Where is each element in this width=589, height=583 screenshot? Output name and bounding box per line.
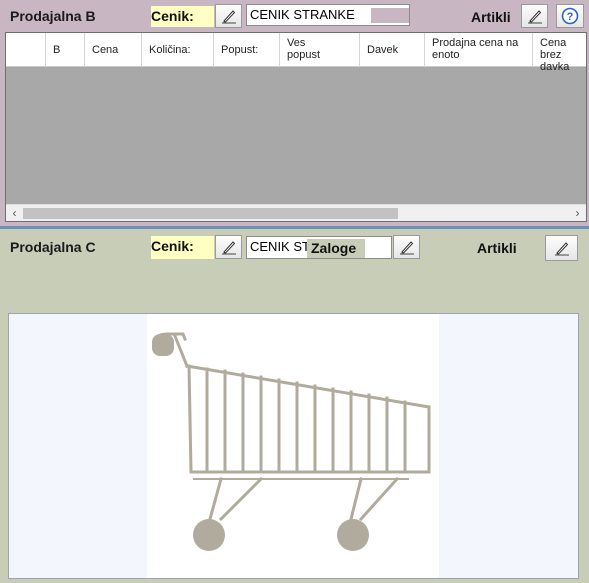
pencil-icon — [221, 10, 236, 24]
grid-col-header-0[interactable] — [6, 33, 46, 67]
pencil-icon — [399, 241, 414, 255]
panel-b-cenik-input[interactable]: CENIK STRANKE — [246, 4, 410, 26]
panel-c-zaloge-label: Zaloge — [307, 239, 365, 258]
scroll-left-arrow-icon[interactable]: ‹ — [12, 206, 17, 220]
scroll-right-arrow-icon[interactable]: › — [575, 206, 580, 220]
panel-b-items-grid[interactable]: B Cena Količina: Popust: Ves popust Dave… — [5, 32, 587, 222]
panel-b-cenik-label: Cenik: — [151, 6, 214, 27]
svg-text:?: ? — [567, 11, 574, 23]
panel-prodajalna-b: Prodajalna B Cenik: CENIK STRANKE Artikl… — [0, 0, 589, 229]
panel-c-artikli-label: Artikli — [477, 240, 517, 256]
panel-b-cenik-selection — [371, 8, 409, 23]
cart-image — [147, 314, 439, 578]
shopping-cart-icon — [152, 332, 431, 551]
panel-b-help-button[interactable]: ? — [556, 4, 584, 28]
panel-c-cenik-value: CENIK ST — [250, 239, 310, 254]
help-icon: ? — [561, 7, 579, 25]
grid-col-header-cena-brez-davka[interactable]: Cena brez davka — [540, 37, 570, 73]
panel-b-cenik-edit-button[interactable] — [215, 4, 242, 28]
pencil-icon — [527, 10, 542, 24]
panel-c-title: Prodajalna C — [10, 239, 96, 255]
panel-b-artikli-edit-button[interactable] — [521, 4, 548, 28]
panel-c-zaloge-edit-button[interactable] — [393, 235, 420, 259]
grid-header: B Cena Količina: Popust: Ves popust Dave… — [6, 33, 586, 73]
panel-c-cenik-label: Cenik: — [151, 236, 214, 259]
grid-col-header-ves-popust[interactable]: Ves popust — [280, 33, 360, 67]
panel-prodajalna-c: Prodajalna C Cenik: CENIK ST Zaloge Arti… — [0, 229, 589, 583]
panel-c-image-area[interactable] — [8, 313, 579, 579]
grid-col-header-kolicina[interactable]: Količina: — [142, 33, 214, 67]
horizontal-scrollbar[interactable]: ‹ › — [6, 204, 586, 221]
grid-col-header-b[interactable]: B — [46, 33, 85, 67]
scrollbar-thumb[interactable] — [23, 208, 398, 219]
grid-col-header-popust[interactable]: Popust: — [214, 33, 280, 67]
pencil-icon — [554, 242, 569, 256]
panel-b-title: Prodajalna B — [10, 8, 96, 24]
pencil-icon — [221, 241, 236, 255]
panel-b-artikli-label: Artikli — [471, 9, 511, 25]
panel-b-cenik-value: CENIK STRANKE — [250, 7, 355, 22]
panel-c-cenik-edit-button[interactable] — [215, 235, 242, 259]
grid-col-header-cena[interactable]: Cena — [85, 33, 142, 67]
panel-c-artikli-edit-button[interactable] — [545, 235, 578, 261]
grid-col-header-davek[interactable]: Davek — [360, 33, 425, 67]
grid-col-header-prodajna-cena[interactable]: Prodajna cena na enoto — [425, 33, 533, 67]
